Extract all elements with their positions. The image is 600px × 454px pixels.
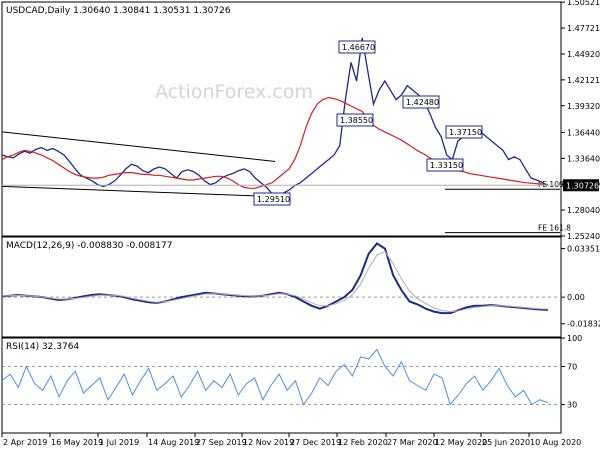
rsi-panel-border: [1, 337, 562, 434]
price-annotation-box: [338, 40, 376, 54]
x-tick-label: 27 Mar 2020: [387, 438, 438, 447]
macd-y-tick-label: -0.018324: [567, 320, 600, 329]
price-annotation-box: [445, 125, 483, 139]
price-y-tick-label: 1.47721: [567, 24, 600, 33]
x-tick-label: 27 Dec 2019: [290, 438, 341, 447]
last-price-label: 1.30726: [566, 181, 599, 190]
rsi-line: [1, 348, 549, 406]
rsi-y-axis: 100 70 30: [2, 334, 582, 410]
macd-y-tick-label: 0.033515: [567, 245, 600, 254]
x-tick-label: 12 Nov 2019: [243, 438, 294, 447]
fibonacci-levels: FE 100.0 FE 161.8: [445, 180, 571, 234]
price-y-tick-label: 1.36440: [567, 128, 600, 137]
macd-y-tick-label: 0.00: [567, 293, 585, 302]
upper-trendline: [1, 131, 276, 162]
price-y-tick-label: 1.39320: [567, 102, 600, 111]
price-annotation-box: [426, 158, 464, 172]
fibonacci-label: FE 100.0: [538, 180, 571, 189]
macd-panel-header: MACD(12,26,9) -0.008830 -0.008177: [6, 241, 172, 251]
macd-series: [1, 242, 561, 315]
x-tick-label: 16 May 2019: [51, 438, 103, 447]
price-channel: [1, 131, 276, 198]
rsi-y-tick-label: 100: [567, 334, 582, 343]
lower-trendline: [1, 185, 276, 198]
macd-signal-line: [1, 250, 549, 313]
x-tick-label: 25 Jun 2020: [482, 438, 530, 447]
price-y-tick-label: 1.50521: [567, 0, 600, 7]
price-y-tick-label: 1.28040: [567, 206, 600, 215]
x-tick-label: 12 May 2020: [435, 438, 487, 447]
price-annotations: 1.46670 1.42480 1.38550 1.37150 1.33150 1.295…: [253, 40, 483, 206]
price-annotation-label: 1.29510: [257, 195, 290, 204]
x-tick-label: 1 Jul 2019: [99, 438, 139, 447]
price-annotation-label: 1.46670: [342, 43, 375, 52]
x-tick-label: 2 Apr 2019: [3, 438, 47, 447]
x-tick-label: 14 Aug 2019: [148, 438, 199, 447]
price-annotation-box: [402, 95, 440, 109]
price-annotation-label: 1.38550: [340, 116, 373, 125]
rsi-y-tick-label: 70: [567, 363, 577, 372]
macd-panel-border: [1, 236, 562, 338]
x-tick-label: 27 Sep 2019: [196, 438, 247, 447]
watermark: ActionForex.com: [155, 81, 313, 103]
x-tick-label: 10 Aug 2020: [530, 438, 581, 447]
last-price-marker: 1.30726: [2, 179, 599, 192]
price-panel-header: USDCAD,Daily 1.30640 1.30841 1.30531 1.3…: [6, 6, 231, 16]
price-y-tick-label: 1.42121: [567, 76, 600, 85]
fibonacci-label: FE 161.8: [538, 224, 571, 233]
price-annotation-label: 1.42480: [406, 98, 439, 107]
price-annotation-label: 1.33150: [430, 161, 463, 170]
price-annotation-label: 1.37150: [449, 128, 482, 137]
last-price-box: [563, 179, 599, 192]
x-tick-label: 12 Feb 2020: [338, 438, 388, 447]
rsi-y-tick-label: 30: [567, 401, 577, 410]
rsi-panel-header: RSI(14) 32.3764: [6, 342, 79, 352]
price-annotation-box: [253, 192, 291, 206]
price-y-tick-label: 1.25240: [567, 232, 600, 241]
rsi-series: [1, 348, 549, 406]
price-annotation-box: [336, 113, 374, 127]
macd-y-axis: 0.033515 0.00 -0.018324: [561, 245, 600, 329]
price-y-tick-label: 1.44920: [567, 50, 600, 59]
price-y-tick-label: 1.33640: [567, 154, 600, 163]
